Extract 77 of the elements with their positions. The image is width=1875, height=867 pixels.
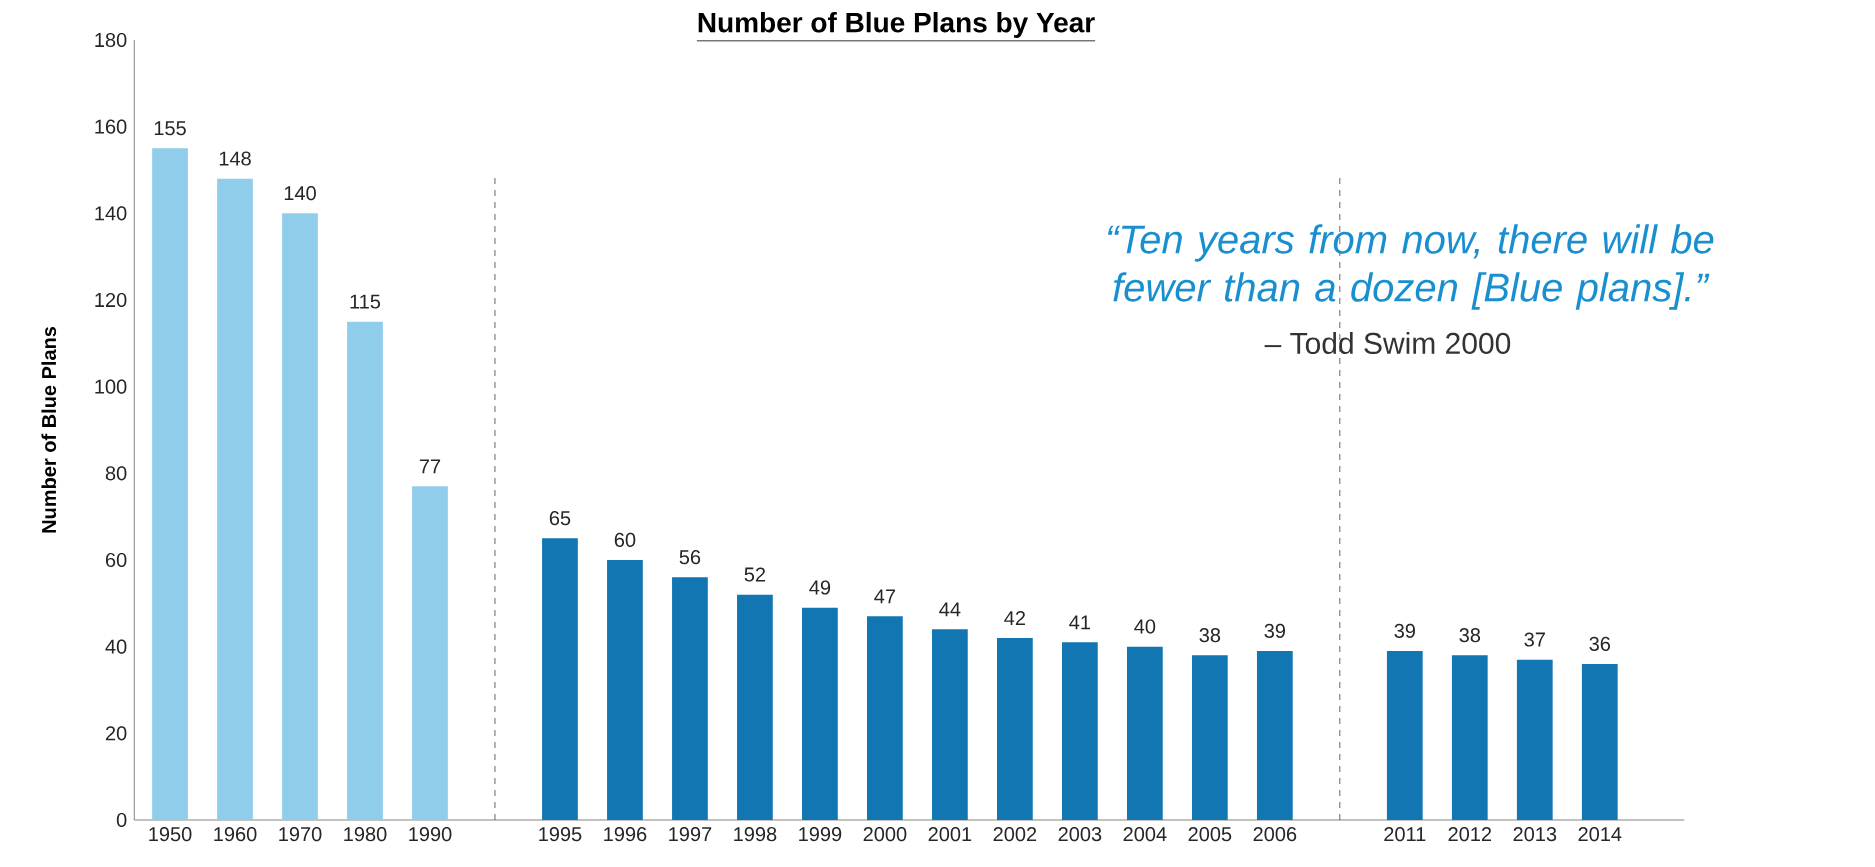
data-label: 60	[614, 532, 636, 547]
data-label: 49	[809, 580, 831, 595]
annotation: – Todd Swim 2000	[1264, 331, 1511, 354]
data-label: 155	[154, 121, 186, 136]
data-label: 44	[939, 602, 961, 617]
x-tick-label: 2005	[1188, 827, 1232, 842]
x-tick-label: 1950	[149, 827, 192, 842]
data-label: 39	[1394, 623, 1415, 638]
data-label: 77	[419, 459, 441, 474]
bar	[217, 178, 253, 820]
bar	[1191, 655, 1228, 820]
bar	[737, 594, 773, 820]
x-tick-label: 2013	[1513, 827, 1557, 842]
x-tick-label: 1996	[604, 827, 647, 842]
x-tick-label: 2002	[993, 827, 1037, 842]
x-tick-label: 2001	[928, 827, 972, 842]
data-label: 56	[679, 550, 701, 565]
data-label: 115	[350, 294, 381, 309]
y-tick-label: 60	[105, 552, 127, 568]
x-tick-label: 2004	[1123, 827, 1167, 842]
bar	[1386, 650, 1423, 820]
y-axis-title: Number of Blue Plans	[41, 326, 57, 533]
bar	[542, 538, 578, 820]
x-tick-label: 2000	[863, 827, 907, 842]
data-label: 41	[1069, 615, 1091, 630]
x-tick-label: 2012	[1448, 827, 1492, 842]
x-tick-label: 2003	[1058, 827, 1102, 842]
data-label: 37	[1524, 632, 1545, 647]
x-tick-label: 1997	[669, 827, 712, 842]
y-tick-label: 20	[105, 726, 127, 741]
bar	[1126, 646, 1163, 820]
data-label: 140	[284, 186, 316, 201]
chart-title: Number of Blue Plans by Year	[698, 11, 1095, 39]
x-tick-label: 1995	[539, 827, 582, 842]
x-tick-label: 1999	[799, 827, 842, 842]
y-tick-label: 120	[95, 292, 127, 308]
data-label: 52	[744, 567, 766, 582]
data-label: 40	[1134, 619, 1156, 634]
y-tick-label: 0	[116, 812, 127, 828]
bar	[412, 486, 448, 820]
bar	[1061, 642, 1098, 820]
bar	[672, 577, 708, 820]
bar	[282, 213, 318, 820]
data-label: 39	[1264, 623, 1286, 638]
y-tick-label: 100	[95, 379, 127, 394]
data-label: 38	[1199, 628, 1221, 643]
y-tick-label: 80	[105, 466, 127, 481]
x-tick-label: 1970	[279, 827, 322, 842]
annotation: “Ten years from now, there will be fewer than a dozen [Blue plans].”	[1107, 224, 1714, 310]
bar	[1256, 650, 1293, 820]
bar	[347, 321, 383, 820]
data-label: 65	[549, 511, 571, 526]
data-label: 38	[1459, 628, 1481, 643]
bar	[1581, 663, 1618, 820]
x-tick-label: 2014	[1578, 827, 1622, 842]
y-tick-label: 160	[95, 119, 127, 134]
bar	[802, 607, 838, 820]
x-tick-label: 1980	[344, 827, 387, 842]
x-tick-label: 1998	[734, 827, 777, 842]
x-tick-label: 2011	[1384, 827, 1426, 842]
bar	[152, 148, 188, 820]
y-tick-label: 140	[95, 206, 127, 221]
x-tick-label: 1960	[214, 827, 257, 842]
y-tick-label: 40	[105, 639, 127, 654]
data-label: 42	[1004, 610, 1025, 625]
bar	[867, 616, 903, 820]
bar	[997, 637, 1033, 820]
y-tick-label: 180	[95, 32, 127, 48]
data-label: 148	[219, 151, 251, 166]
bar	[932, 629, 968, 820]
data-label: 47	[874, 589, 896, 604]
bar	[1516, 659, 1553, 820]
bar	[607, 559, 643, 820]
data-label: 36	[1589, 636, 1611, 651]
x-tick-label: 2006	[1253, 827, 1297, 842]
x-tick-label: 1990	[409, 827, 452, 842]
bar	[1451, 655, 1488, 820]
